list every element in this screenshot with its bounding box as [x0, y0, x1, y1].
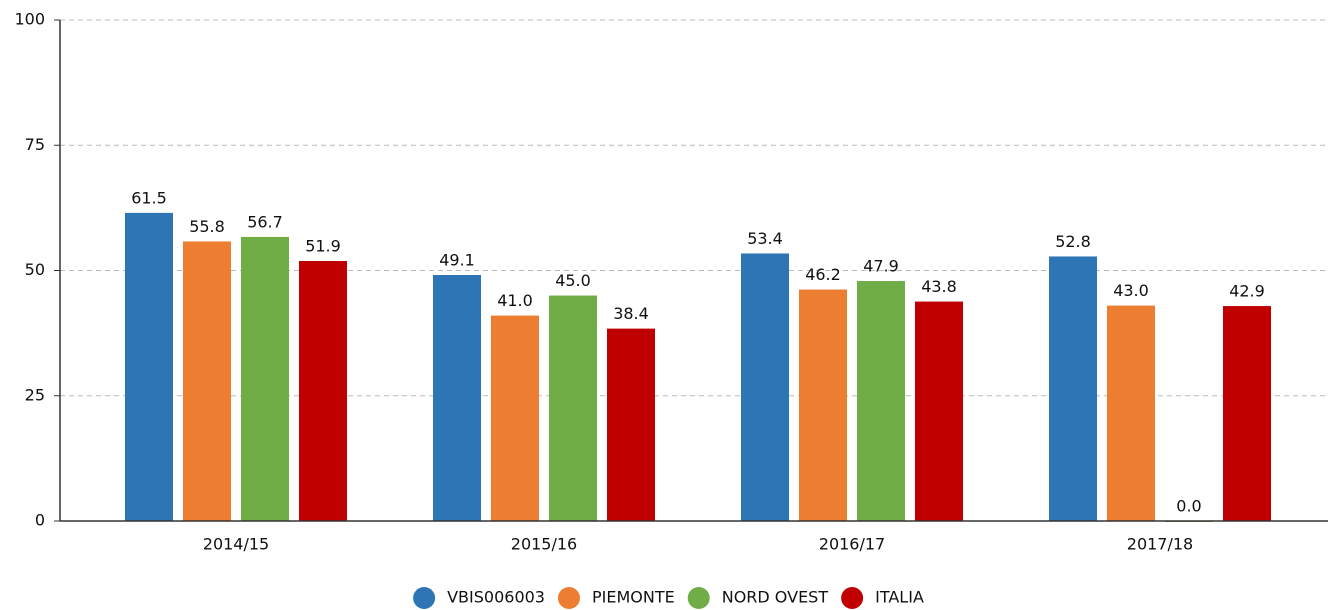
data-label: 42.9: [1229, 282, 1265, 301]
y-tick-label: 75: [25, 135, 45, 154]
legend-swatch: [413, 587, 436, 609]
data-label: 47.9: [863, 257, 899, 276]
bar: [915, 301, 963, 521]
x-tick-label: 2016/17: [819, 535, 885, 554]
y-tick-label: 25: [25, 385, 45, 404]
legend-swatch: [557, 587, 580, 609]
legend-label: PIEMONTE: [592, 588, 675, 607]
bar: [799, 289, 847, 521]
legend-label: ITALIA: [875, 588, 924, 607]
bar: [1223, 306, 1271, 521]
data-label: 52.8: [1055, 232, 1091, 251]
y-tick-label: 50: [25, 260, 45, 279]
x-tick-label: 2015/16: [511, 535, 577, 554]
data-label: 61.5: [131, 188, 167, 207]
legend-swatch: [841, 587, 864, 609]
bar: [183, 241, 231, 521]
x-tick-label: 2014/15: [203, 535, 269, 554]
legend-label: NORD OVEST: [722, 588, 829, 607]
data-label: 41.0: [497, 291, 533, 310]
bar: [607, 328, 655, 521]
data-label: 55.8: [189, 217, 225, 236]
data-label: 43.0: [1113, 281, 1149, 300]
bar: [1049, 256, 1097, 521]
y-tick-label: 100: [14, 10, 45, 29]
bar: [125, 212, 173, 521]
x-tick-label: 2017/18: [1127, 535, 1193, 554]
data-label: 56.7: [247, 212, 283, 231]
bar: [433, 275, 481, 521]
legend-swatch: [687, 587, 710, 609]
y-tick-label: 0: [35, 511, 45, 530]
bar: [549, 295, 597, 521]
data-label: 53.4: [747, 229, 783, 248]
bar: [1107, 305, 1155, 521]
data-label: 45.0: [555, 271, 591, 290]
bar: [857, 281, 905, 521]
data-label: 0.0: [1176, 497, 1201, 516]
data-label: 49.1: [439, 251, 475, 270]
bar: [741, 253, 789, 521]
legend-label: VBIS006003: [447, 588, 545, 607]
data-label: 51.9: [305, 236, 341, 255]
bar: [491, 315, 539, 521]
bar: [241, 236, 289, 522]
data-label: 38.4: [613, 304, 649, 323]
data-label: 43.8: [921, 277, 957, 296]
bar: [299, 260, 347, 521]
data-label: 46.2: [805, 265, 841, 284]
